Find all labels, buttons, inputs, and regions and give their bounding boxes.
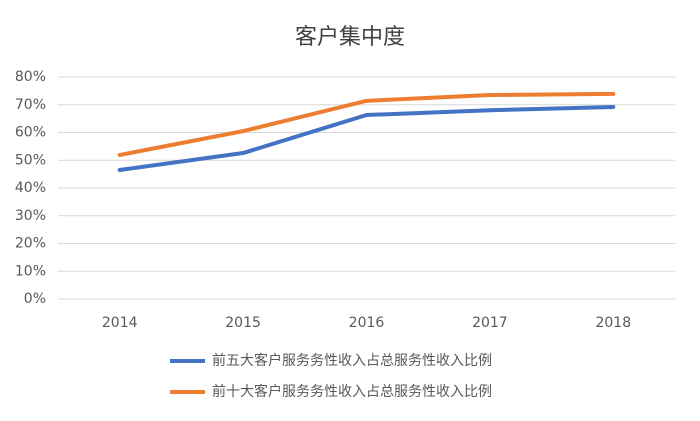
y-tick-label: 70% <box>15 97 46 113</box>
series-line <box>117 104 616 172</box>
x-tick-label: 2014 <box>102 315 138 331</box>
x-tick-label: 2016 <box>349 315 385 331</box>
y-tick-label: 20% <box>15 236 46 252</box>
y-tick-label: 80% <box>15 69 46 85</box>
y-tick-label: 0% <box>24 291 46 307</box>
y-tick-label: 30% <box>15 208 46 224</box>
y-tick-label: 40% <box>15 180 46 196</box>
legend-label: 前五大客户服务务性收入占总服务性收入比例 <box>212 352 492 369</box>
chart-title: 客户集中度 <box>295 25 405 50</box>
y-tick-label: 10% <box>15 263 46 279</box>
x-tick-label: 2017 <box>472 315 508 331</box>
x-tick-label: 2018 <box>595 315 631 331</box>
legend-label: 前十大客户服务务性收入占总服务性收入比例 <box>212 383 492 400</box>
y-tick-label: 50% <box>15 152 46 168</box>
y-tick-label: 60% <box>15 125 46 141</box>
series-line <box>117 91 616 157</box>
x-tick-label: 2015 <box>225 315 261 331</box>
